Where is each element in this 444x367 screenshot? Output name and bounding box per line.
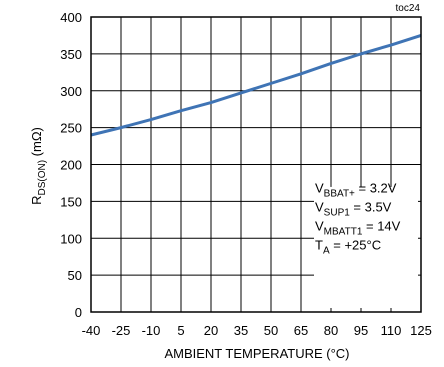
x-tick-label: -40 <box>82 323 101 338</box>
x-axis-title: AMBIENT TEMPERATURE (°C) <box>164 346 349 361</box>
y-axis-title-main: R <box>29 196 44 205</box>
plot-frame <box>90 16 422 313</box>
x-tick-label: 95 <box>354 323 368 338</box>
y-tick-label: 400 <box>60 10 82 25</box>
annotation-line: VBBAT+ = 3.2V <box>315 180 397 199</box>
series-line <box>90 34 422 137</box>
x-tick-label: 65 <box>294 323 308 338</box>
x-tick-label: -10 <box>142 323 161 338</box>
x-tick-label: 80 <box>324 323 338 338</box>
x-tick-label: 110 <box>381 323 402 338</box>
y-tick-label: 150 <box>60 194 82 209</box>
y-axis-title-sub: DS(ON) <box>37 160 48 196</box>
y-tick-label: 200 <box>60 158 82 173</box>
annotation-line: TA = +25°C <box>315 237 381 256</box>
x-tick-labels: -40 -25 -10 5 20 35 50 65 80 95 110 125 <box>82 323 432 338</box>
figure-tag: toc24 <box>396 3 421 14</box>
x-tick-label: 5 <box>177 323 184 338</box>
y-tick-label: 350 <box>60 47 82 62</box>
annotation-line: VSUP1 = 3.5V <box>315 199 392 218</box>
y-tick-label: 250 <box>60 121 82 136</box>
y-tick-label: 0 <box>75 305 82 320</box>
y-tick-label: 100 <box>60 231 82 246</box>
y-tick-label: 300 <box>60 84 82 99</box>
annotation-box <box>314 186 418 308</box>
data-series <box>90 34 422 137</box>
x-tick-label: 20 <box>204 323 218 338</box>
x-tick-label: 125 <box>410 323 432 338</box>
annotation-background <box>314 186 418 308</box>
annotation-line: VMBATT1 = 14V <box>315 218 401 237</box>
x-tick-label: -25 <box>112 323 131 338</box>
x-tick-label: 50 <box>264 323 278 338</box>
y-tick-label: 50 <box>68 268 82 283</box>
y-axis-title: RDS(ON) (mΩ) <box>29 127 48 205</box>
y-axis-title-unit: (mΩ) <box>29 127 44 160</box>
x-tick-label: 35 <box>234 323 248 338</box>
y-tick-labels: 0 50 100 150 200 250 300 350 400 <box>60 10 82 320</box>
